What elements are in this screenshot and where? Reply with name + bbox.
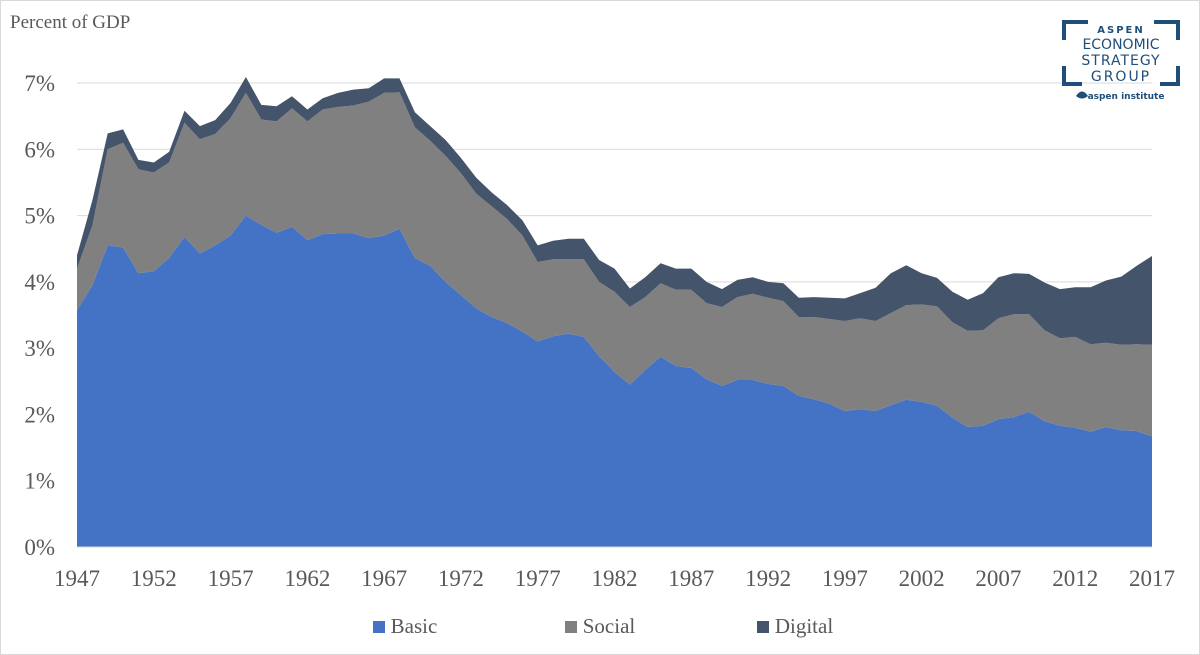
- x-tick-label: 1997: [822, 566, 868, 591]
- legend-item-digital: Digital: [698, 614, 893, 639]
- x-tick-label: 1977: [515, 566, 561, 591]
- svg-text:ECONOMIC: ECONOMIC: [1082, 37, 1159, 53]
- legend-swatch-basic: [372, 620, 385, 633]
- legend-label: Social: [582, 614, 636, 638]
- area-basic: [77, 215, 1152, 547]
- legend-item-basic: Basic: [308, 614, 503, 639]
- y-tick-label: 4%: [24, 270, 55, 295]
- x-tick-label: 1947: [54, 566, 100, 591]
- aspen-logo: ASPEN ECONOMIC STRATEGY GROUP aspen inst…: [1062, 20, 1180, 102]
- svg-text:ASPEN: ASPEN: [1097, 25, 1144, 36]
- legend-swatch-digital: [756, 620, 769, 633]
- x-tick-label: 1992: [745, 566, 791, 591]
- y-axis-title: Percent of GDP: [10, 12, 131, 33]
- x-tick-label: 2007: [975, 566, 1021, 591]
- legend-item-social: Social: [503, 614, 698, 639]
- y-tick-label: 1%: [24, 469, 55, 494]
- x-tick-label: 2017: [1129, 566, 1175, 591]
- x-tick-label: 1972: [438, 566, 484, 591]
- y-tick-label: 3%: [24, 336, 55, 361]
- legend-swatch-social: [564, 620, 577, 633]
- x-tick-label: 1987: [668, 566, 714, 591]
- y-tick-label: 2%: [24, 402, 55, 427]
- area-digital: [77, 77, 1152, 345]
- svg-text:GROUP: GROUP: [1091, 69, 1151, 85]
- area-social: [77, 92, 1152, 437]
- x-tick-label: 2012: [1052, 566, 1098, 591]
- y-tick-label: 7%: [24, 71, 55, 96]
- x-tick-label: 2002: [899, 566, 945, 591]
- legend: Basic Social Digital: [0, 614, 1200, 639]
- x-tick-label: 1982: [592, 566, 638, 591]
- legend-label: Digital: [774, 614, 834, 638]
- x-tick-label: 1957: [208, 566, 254, 591]
- y-tick-label: 5%: [24, 204, 55, 229]
- x-tick-label: 1962: [284, 566, 330, 591]
- legend-label: Basic: [390, 614, 438, 638]
- x-tick-label: 1967: [361, 566, 407, 591]
- y-tick-label: 6%: [24, 137, 55, 162]
- svg-text:STRATEGY: STRATEGY: [1081, 53, 1160, 69]
- svg-text:aspen institute: aspen institute: [1088, 92, 1165, 102]
- x-tick-label: 1952: [131, 566, 177, 591]
- y-tick-label: 0%: [24, 535, 55, 560]
